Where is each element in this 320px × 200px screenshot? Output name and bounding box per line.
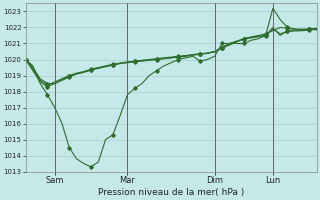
X-axis label: Pression niveau de la mer( hPa ): Pression niveau de la mer( hPa ): [98, 188, 244, 197]
